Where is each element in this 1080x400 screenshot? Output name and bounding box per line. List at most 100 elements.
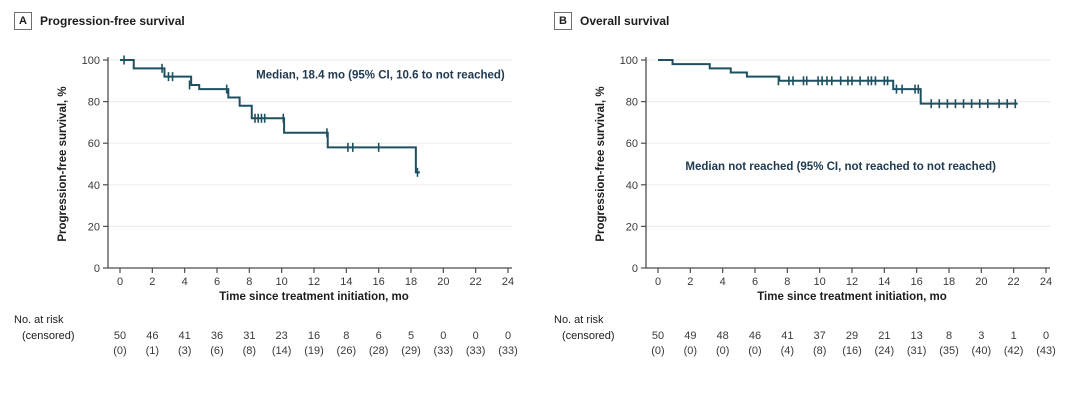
censored-value: (33) bbox=[466, 345, 486, 357]
survival-curve bbox=[120, 59, 420, 174]
censored-value: (8) bbox=[243, 345, 256, 357]
x-tick-label: 10 bbox=[814, 276, 826, 288]
censored-value: (14) bbox=[272, 345, 292, 357]
at-risk-value: 6 bbox=[376, 330, 382, 342]
at-risk-value: 48 bbox=[717, 330, 729, 342]
median-annotation: Median, 18.4 mo (95% CI, 10.6 to not rea… bbox=[256, 70, 505, 82]
censored-value: (6) bbox=[210, 345, 223, 357]
x-tick-label: 20 bbox=[975, 276, 987, 288]
y-tick-label: 0 bbox=[94, 263, 100, 275]
censored-value: (26) bbox=[337, 345, 357, 357]
at-risk-value: 41 bbox=[781, 330, 793, 342]
at-risk-value: 8 bbox=[343, 330, 349, 342]
x-tick-label: 0 bbox=[117, 276, 123, 288]
censored-value: (0) bbox=[716, 345, 729, 357]
panel-a-header: A Progression-free survival bbox=[14, 12, 185, 30]
panel-b-title: Overall survival bbox=[580, 14, 670, 28]
censored-value: (0) bbox=[748, 345, 761, 357]
y-tick-label: 0 bbox=[632, 263, 638, 275]
censored-value: (0) bbox=[684, 345, 697, 357]
x-tick-label: 6 bbox=[214, 276, 220, 288]
x-tick-label: 14 bbox=[340, 276, 352, 288]
y-tick-label: 40 bbox=[626, 180, 638, 192]
at-risk-value: 31 bbox=[243, 330, 255, 342]
y-tick-label: 100 bbox=[82, 55, 100, 67]
at-risk-value: 46 bbox=[749, 330, 761, 342]
x-axis-label: Time since treatment initiation, mo bbox=[219, 291, 409, 303]
censored-value: (28) bbox=[369, 345, 389, 357]
at-risk-value: 50 bbox=[114, 330, 126, 342]
at-risk-value: 23 bbox=[276, 330, 288, 342]
panel-b-header: B Overall survival bbox=[554, 12, 669, 30]
median-annotation: Median not reached (95% CI, not reached … bbox=[685, 161, 996, 173]
x-tick-label: 12 bbox=[308, 276, 320, 288]
x-tick-label: 12 bbox=[846, 276, 858, 288]
at-risk-value: 37 bbox=[814, 330, 826, 342]
x-tick-label: 16 bbox=[373, 276, 385, 288]
censored-value: (8) bbox=[813, 345, 826, 357]
at-risk-value: 0 bbox=[440, 330, 446, 342]
censored-header: (censored) bbox=[22, 330, 75, 342]
at-risk-header: No. at risk bbox=[554, 314, 604, 326]
censored-value: (24) bbox=[875, 345, 895, 357]
censored-header: (censored) bbox=[562, 330, 615, 342]
y-tick-label: 20 bbox=[88, 221, 100, 233]
at-risk-value: 0 bbox=[505, 330, 511, 342]
at-risk-value: 0 bbox=[473, 330, 479, 342]
panel-b-letter-badge: B bbox=[554, 12, 572, 30]
censored-value: (0) bbox=[113, 345, 126, 357]
x-tick-label: 6 bbox=[752, 276, 758, 288]
at-risk-value: 13 bbox=[911, 330, 923, 342]
panel-b: B Overall survival 0 20 40 60 80 100 0 2 4 6 8 10 12… bbox=[540, 0, 1080, 400]
at-risk-value: 36 bbox=[211, 330, 223, 342]
y-axis-label: Progression-free survival, % bbox=[57, 86, 69, 241]
at-risk-value: 16 bbox=[308, 330, 320, 342]
y-axis-label: Progression-free survival, % bbox=[595, 86, 607, 241]
y-tick-label: 20 bbox=[626, 221, 638, 233]
y-tick-label: 80 bbox=[88, 97, 100, 109]
at-risk-value: 46 bbox=[146, 330, 158, 342]
x-tick-label: 24 bbox=[1040, 276, 1052, 288]
censored-value: (0) bbox=[651, 345, 664, 357]
at-risk-value: 29 bbox=[846, 330, 858, 342]
y-tick-label: 60 bbox=[626, 138, 638, 150]
x-tick-label: 2 bbox=[687, 276, 693, 288]
at-risk-header: No. at risk bbox=[14, 314, 64, 326]
censored-value: (16) bbox=[842, 345, 862, 357]
x-tick-label: 10 bbox=[276, 276, 288, 288]
x-tick-label: 18 bbox=[943, 276, 955, 288]
at-risk-value: 1 bbox=[1011, 330, 1017, 342]
y-tick-label: 60 bbox=[88, 138, 100, 150]
censored-value: (3) bbox=[178, 345, 191, 357]
y-tick-label: 100 bbox=[620, 55, 638, 67]
panel-a-title: Progression-free survival bbox=[40, 14, 185, 28]
x-tick-label: 0 bbox=[655, 276, 661, 288]
at-risk-value: 8 bbox=[946, 330, 952, 342]
at-risk-value: 5 bbox=[408, 330, 414, 342]
censored-value: (1) bbox=[146, 345, 159, 357]
at-risk-value: 0 bbox=[1043, 330, 1049, 342]
panel-a-letter-badge: A bbox=[14, 12, 32, 30]
censored-value: (19) bbox=[304, 345, 324, 357]
at-risk-value: 49 bbox=[684, 330, 696, 342]
at-risk-value: 41 bbox=[179, 330, 191, 342]
censored-value: (33) bbox=[498, 345, 518, 357]
y-tick-label: 40 bbox=[88, 180, 100, 192]
censored-value: (31) bbox=[907, 345, 927, 357]
censored-value: (40) bbox=[972, 345, 992, 357]
x-tick-label: 4 bbox=[720, 276, 726, 288]
at-risk-value: 3 bbox=[978, 330, 984, 342]
censored-value: (42) bbox=[1004, 345, 1024, 357]
x-tick-label: 8 bbox=[246, 276, 252, 288]
x-tick-label: 14 bbox=[878, 276, 890, 288]
censored-value: (43) bbox=[1036, 345, 1056, 357]
panel-a: A Progression-free survival 0 20 40 60 80 100… bbox=[14, 12, 518, 357]
at-risk-value: 50 bbox=[652, 330, 664, 342]
x-tick-label: 18 bbox=[405, 276, 417, 288]
x-tick-label: 16 bbox=[911, 276, 923, 288]
censored-value: (35) bbox=[939, 345, 959, 357]
x-tick-label: 24 bbox=[502, 276, 514, 288]
